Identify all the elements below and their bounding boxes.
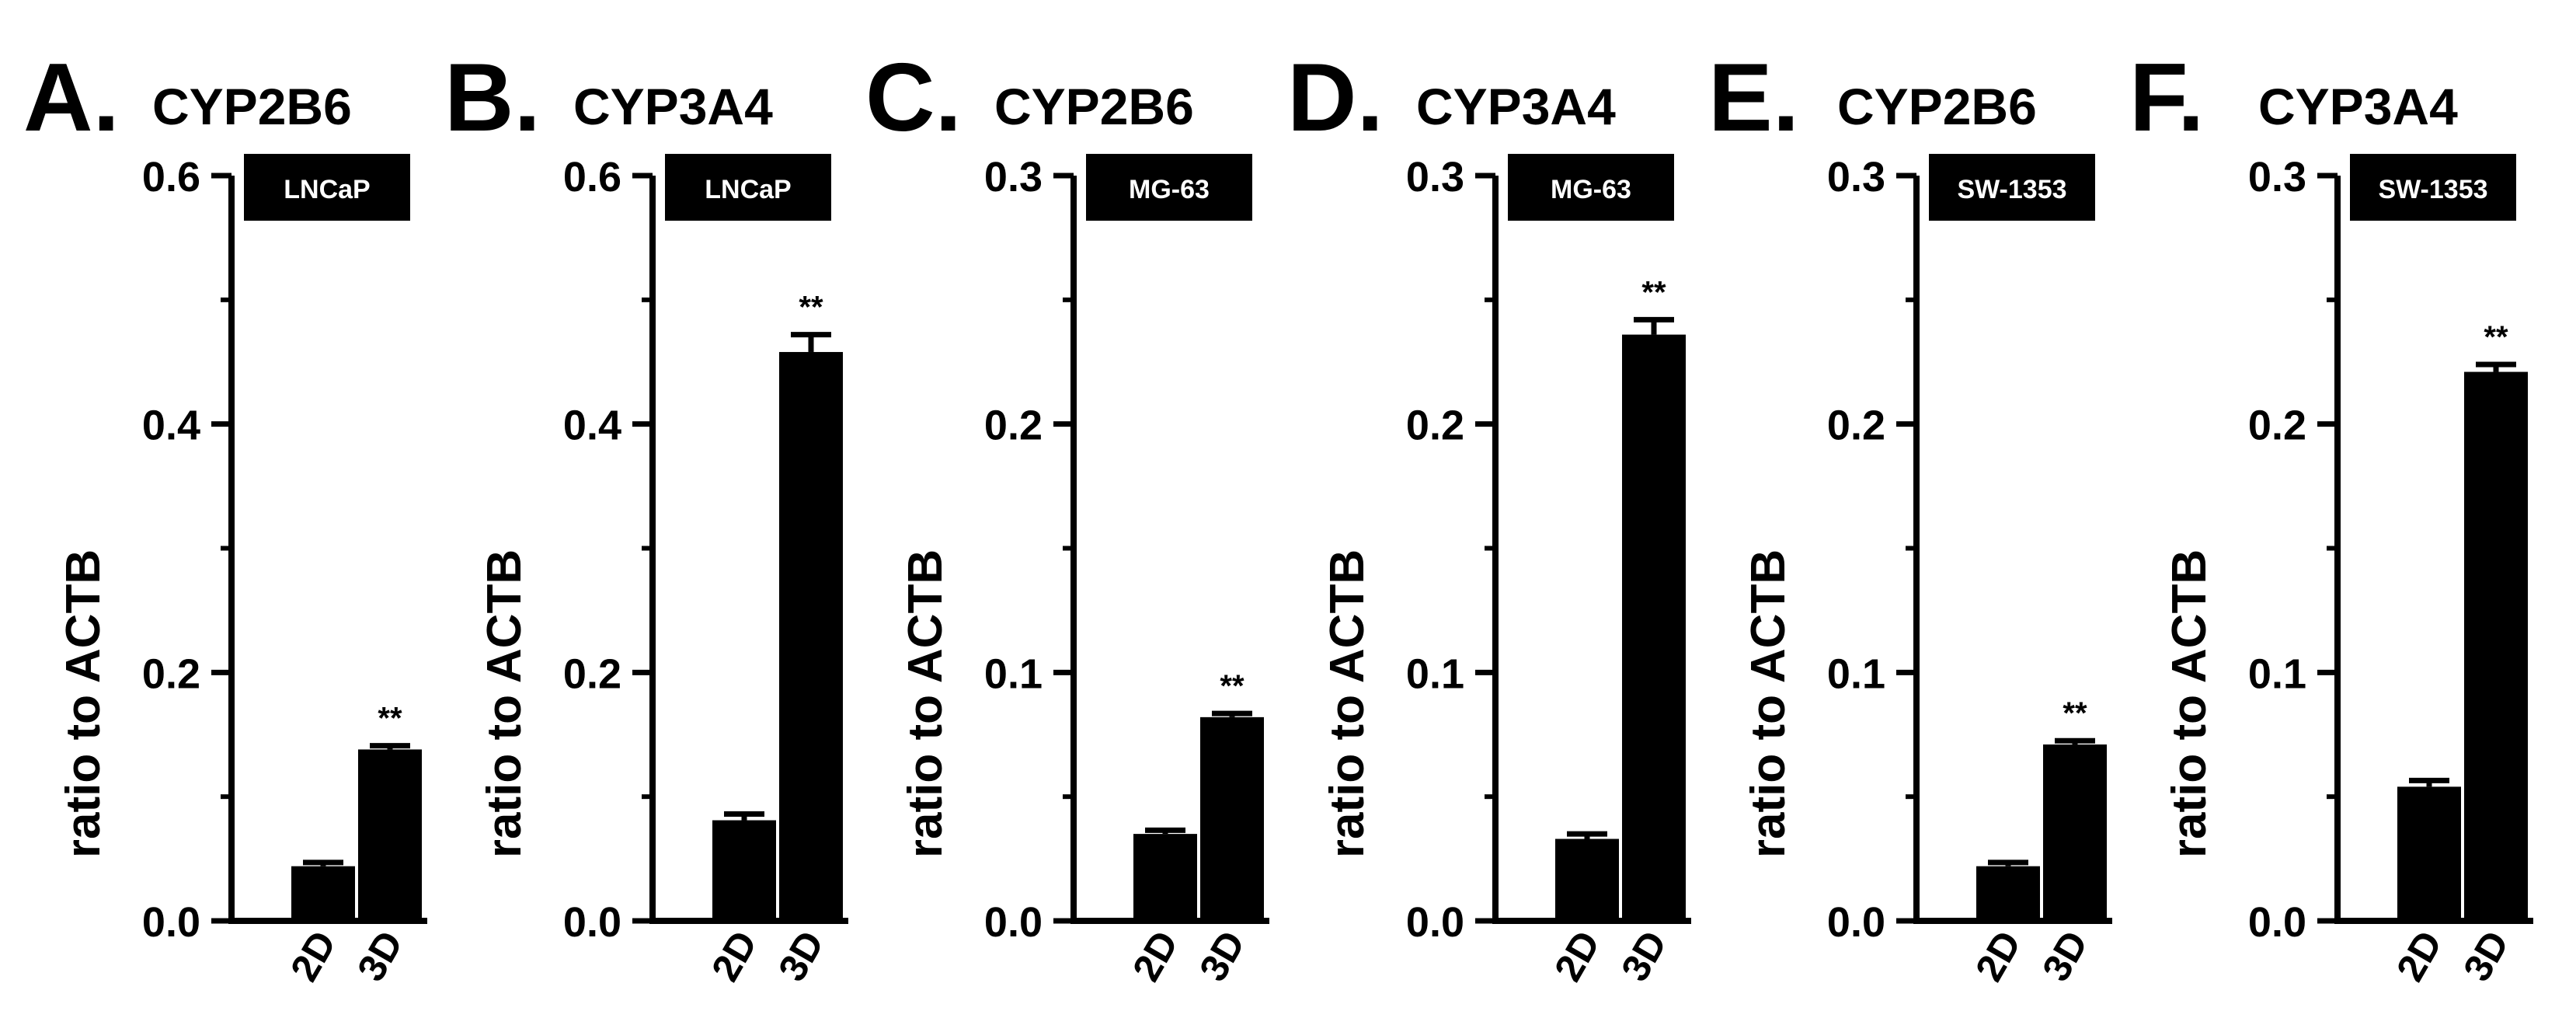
panel-d: D. CYP3A4 MG-63 0.0 0.1 0.2 0.3 ratio to ACTB 2D… bbox=[1287, 44, 1691, 988]
y-tick-label: 0.2 bbox=[1406, 403, 1464, 449]
panel-title: CYP2B6 bbox=[152, 78, 352, 135]
bar-3d bbox=[358, 749, 422, 921]
panel-letter: E. bbox=[1708, 44, 1799, 152]
y-axis-label: ratio to ACTB bbox=[2163, 549, 2216, 858]
y-tick-label: 0.4 bbox=[563, 403, 621, 449]
y-tick-label: 0.2 bbox=[563, 650, 621, 697]
panel-title: CYP3A4 bbox=[573, 78, 773, 135]
bar-2d bbox=[1976, 866, 2040, 921]
panel-f: F. CYP3A4 SW-1353 0.0 0.1 0.2 0.3 ratio to ACTB… bbox=[2129, 44, 2533, 988]
cell-line-label: MG-63 bbox=[1129, 175, 1210, 204]
bar-3d bbox=[779, 351, 843, 921]
panel-letter: A. bbox=[23, 44, 120, 152]
bar-3d bbox=[1622, 334, 1686, 921]
x-category-label: 3D bbox=[2034, 924, 2096, 988]
y-tick-label: 0.0 bbox=[142, 899, 200, 946]
cell-line-box bbox=[2350, 154, 2516, 221]
y-tick-label: 0.6 bbox=[142, 154, 200, 200]
y-tick-label: 0.2 bbox=[1827, 403, 1885, 449]
cell-line-box bbox=[1508, 154, 1674, 221]
panel-title: CYP3A4 bbox=[1416, 78, 1616, 135]
x-category-label: 2D bbox=[2388, 924, 2450, 988]
cell-line-label: LNCaP bbox=[284, 175, 370, 204]
bar-3d bbox=[1200, 716, 1264, 921]
bar-2d bbox=[1133, 834, 1197, 921]
y-tick-label: 0.1 bbox=[1406, 650, 1464, 697]
significance-marker: ** bbox=[799, 291, 823, 325]
y-tick-label: 0.0 bbox=[563, 899, 621, 946]
y-axis-label: ratio to ACTB bbox=[57, 549, 110, 858]
bar-3d bbox=[2464, 371, 2528, 922]
x-category-label: 3D bbox=[349, 924, 411, 988]
x-category-label: 3D bbox=[770, 924, 832, 988]
y-axis-label: ratio to ACTB bbox=[1742, 549, 1795, 858]
cell-line-box bbox=[244, 154, 410, 221]
bar-2d bbox=[712, 820, 776, 921]
bar-2d bbox=[1555, 838, 1619, 921]
bar-3d bbox=[2043, 744, 2107, 921]
y-tick-label: 0.0 bbox=[1827, 899, 1885, 946]
y-tick-label: 0.3 bbox=[984, 154, 1043, 200]
cell-line-label: LNCaP bbox=[705, 175, 791, 204]
panel-letter: B. bbox=[444, 44, 541, 152]
x-category-label: 3D bbox=[2455, 924, 2517, 988]
y-tick-label: 0.3 bbox=[1406, 154, 1464, 200]
y-tick-label: 0.3 bbox=[2248, 154, 2306, 200]
panel-title: CYP3A4 bbox=[2258, 78, 2458, 135]
bar-2d bbox=[291, 866, 355, 921]
panel-title: CYP2B6 bbox=[994, 78, 1194, 135]
significance-marker: ** bbox=[2484, 320, 2508, 354]
bar-2d bbox=[2397, 786, 2461, 921]
x-category-label: 2D bbox=[1546, 924, 1608, 988]
x-category-label: 2D bbox=[282, 924, 344, 988]
cell-line-box bbox=[1086, 154, 1252, 221]
cell-line-label: MG-63 bbox=[1551, 175, 1631, 204]
panel-e: E. CYP2B6 SW-1353 0.0 0.1 0.2 0.3 ratio to ACTB… bbox=[1708, 44, 2112, 988]
cell-line-box bbox=[1929, 154, 2095, 221]
x-category-label: 2D bbox=[1124, 924, 1186, 988]
cell-line-label: SW-1353 bbox=[2378, 175, 2487, 204]
panel-letter: D. bbox=[1287, 44, 1384, 152]
x-category-label: 2D bbox=[703, 924, 765, 988]
panel-title: CYP2B6 bbox=[1837, 78, 2037, 135]
y-tick-label: 0.6 bbox=[563, 154, 621, 200]
significance-marker: ** bbox=[2063, 696, 2087, 730]
y-tick-label: 0.3 bbox=[1827, 154, 1885, 200]
panel-c: C. CYP2B6 MG-63 0.0 0.1 0.2 0.3 ratio to ACTB 2D… bbox=[865, 44, 1269, 988]
cell-line-box bbox=[665, 154, 831, 221]
y-tick-label: 0.0 bbox=[1406, 899, 1464, 946]
y-axis-label: ratio to ACTB bbox=[1321, 549, 1374, 858]
y-axis-label: ratio to ACTB bbox=[478, 549, 531, 858]
y-tick-label: 0.2 bbox=[2248, 403, 2306, 449]
y-tick-label: 0.1 bbox=[1827, 650, 1885, 697]
y-tick-label: 0.1 bbox=[2248, 650, 2306, 697]
y-tick-label: 0.2 bbox=[142, 650, 200, 697]
panel-letter: C. bbox=[865, 44, 962, 152]
significance-marker: ** bbox=[378, 702, 402, 736]
x-category-label: 3D bbox=[1613, 924, 1675, 988]
x-category-label: 3D bbox=[1191, 924, 1253, 988]
y-tick-label: 0.4 bbox=[142, 403, 200, 449]
panel-b: B. CYP3A4 LNCaP 0.0 0.2 0.4 0.6 ratio to ACTB 2D… bbox=[444, 44, 848, 988]
y-tick-label: 0.0 bbox=[984, 899, 1043, 946]
x-category-label: 2D bbox=[1967, 924, 2029, 988]
panel-a: A. CYP2B6 LNCaP 0.0 0.2 0.4 0.6 ratio to ACTB 2D… bbox=[23, 44, 427, 988]
cell-line-label: SW-1353 bbox=[1957, 175, 2066, 204]
y-tick-label: 0.0 bbox=[2248, 899, 2306, 946]
significance-marker: ** bbox=[1220, 669, 1244, 703]
panel-letter: F. bbox=[2129, 44, 2204, 152]
y-axis-label: ratio to ACTB bbox=[899, 549, 952, 858]
y-tick-label: 0.1 bbox=[984, 650, 1043, 697]
significance-marker: ** bbox=[1641, 275, 1666, 309]
y-tick-label: 0.2 bbox=[984, 403, 1043, 449]
